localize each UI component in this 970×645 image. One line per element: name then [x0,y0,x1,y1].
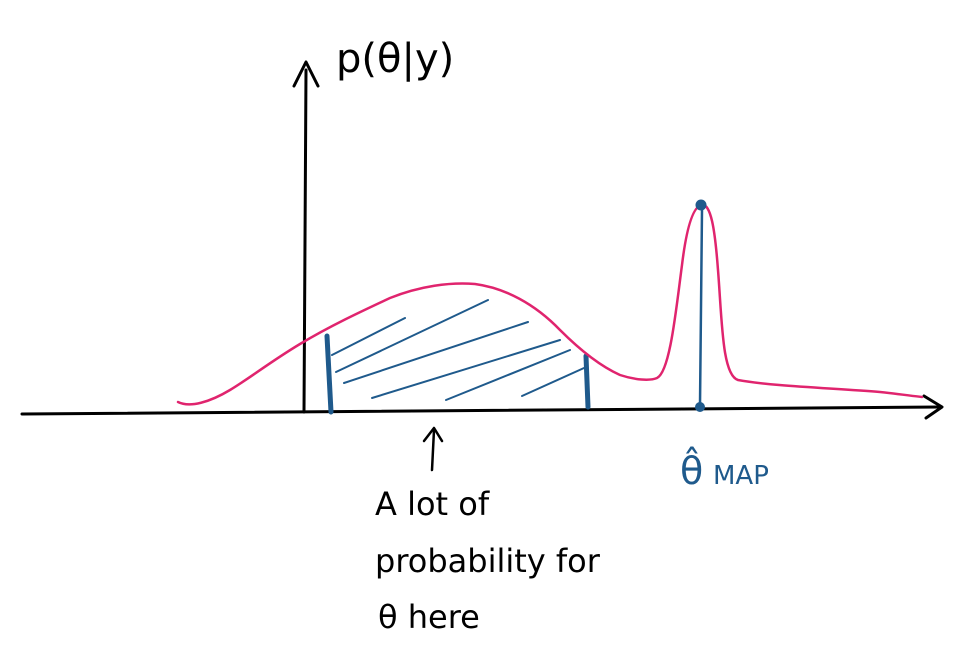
x-axis [20,405,942,416]
map-axis-dot [695,402,705,412]
map-drop-line [698,208,704,407]
annotation-line-1: A lot of [375,485,490,523]
y-axis-arrowhead [292,60,320,88]
probability-mass-hatching [331,299,585,401]
annotation-line-2: probability for [375,542,601,580]
map-label: θ̂ [680,447,703,493]
annotation-arrowhead [422,426,444,443]
annotation-arrow-shaft [430,428,436,472]
y-axis [302,68,308,414]
density-curve [176,203,924,406]
map-peak-dot [695,199,707,211]
map-subscript: MAP [713,461,769,491]
x-axis-arrowhead [922,394,944,420]
annotation-line-3: θ here [378,598,480,636]
left-bound-line [324,333,334,415]
y-axis-label: p(θ|y) [336,36,454,82]
right-bound-line [583,353,591,410]
